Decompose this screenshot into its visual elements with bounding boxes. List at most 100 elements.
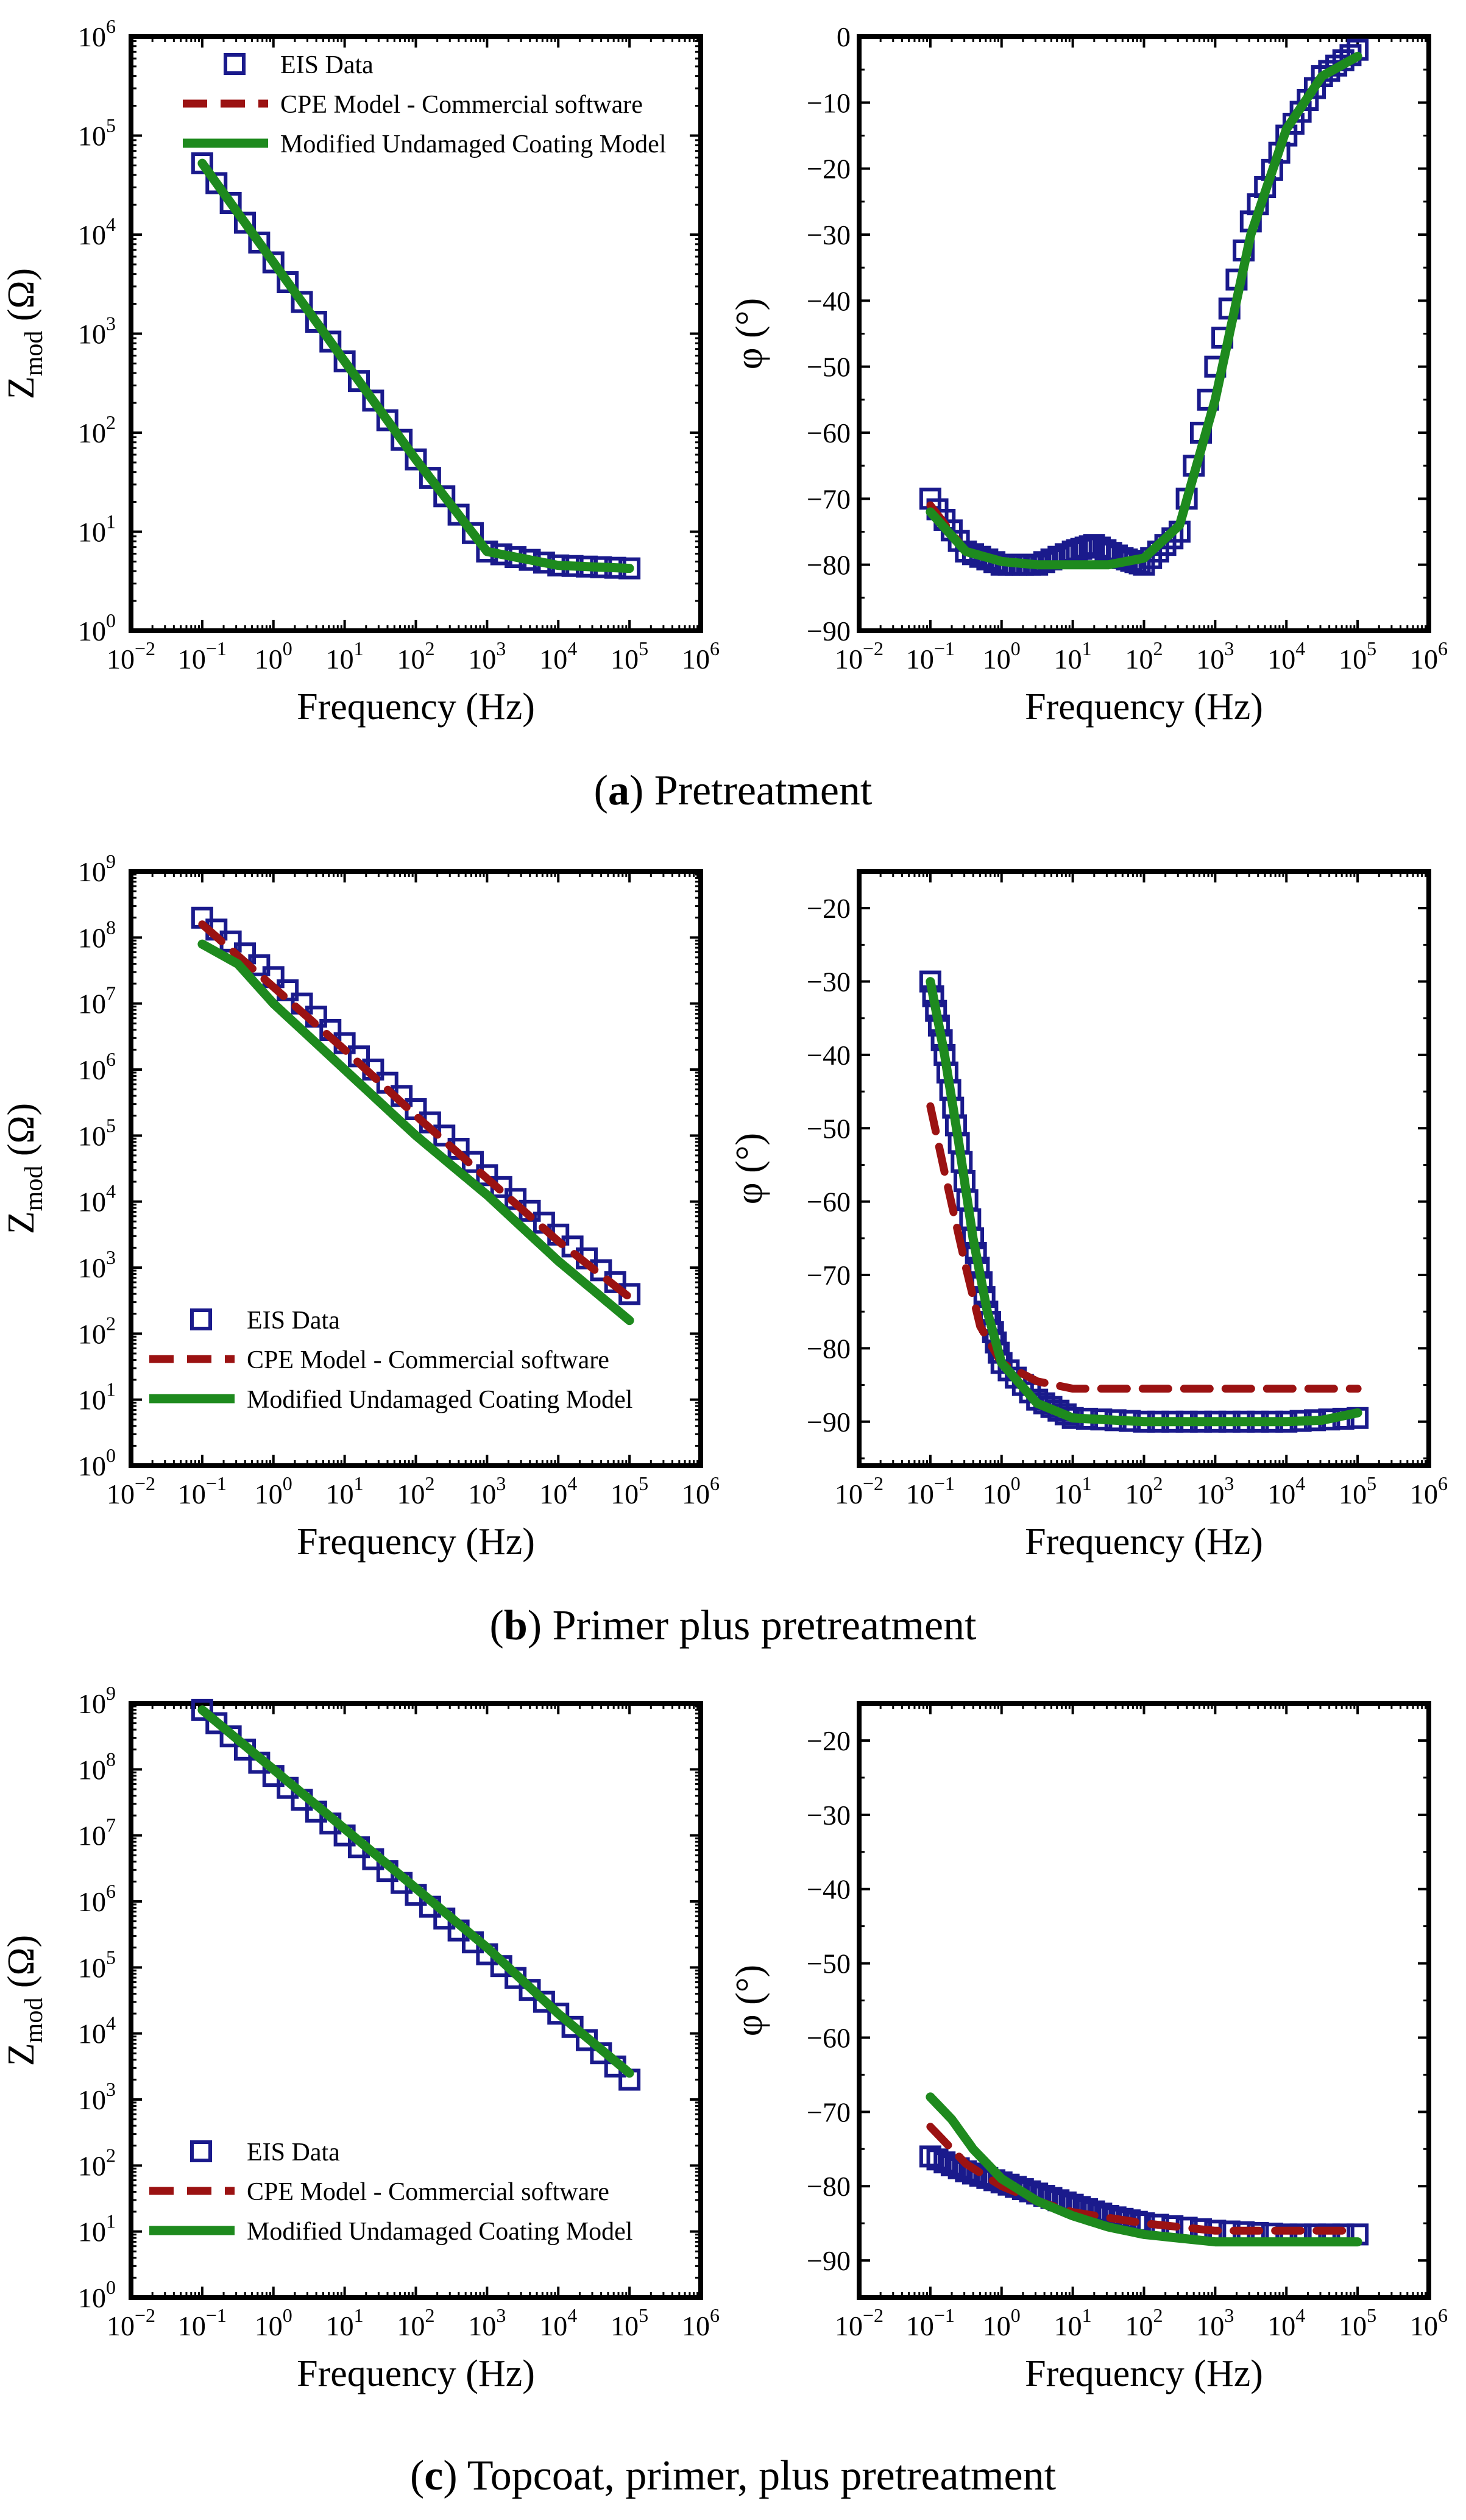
panel-a-impedance-modified-model-line <box>197 158 634 573</box>
y-tick-label: −70 <box>807 483 851 514</box>
eis-data-point <box>262 251 285 274</box>
panel-b-phase-eis-markers <box>919 970 1369 1433</box>
plot-frame <box>857 1701 1431 2300</box>
y-tick-label: 106 <box>78 1048 116 1085</box>
eis-data-point <box>391 428 413 451</box>
y-tick-label: −80 <box>807 1333 851 1364</box>
eis-data-point <box>561 2015 584 2038</box>
x-tick-label: 104 <box>1267 2304 1305 2341</box>
x-axis-title: Frequency (Hz) <box>1025 686 1263 728</box>
x-tick-label: 106 <box>1410 637 1448 675</box>
x-tick-label: 102 <box>397 2304 435 2341</box>
x-tick-label: 10−1 <box>906 2304 955 2341</box>
x-axis-title: Frequency (Hz) <box>297 2353 535 2394</box>
panel-c-impedance-legend: EIS Data CPE Model - Commercial software M… <box>149 2138 632 2246</box>
panel-caption-a: (a) Pretreatment <box>594 767 873 814</box>
eis-data-point <box>248 232 271 254</box>
y-tick-label: −20 <box>807 154 851 185</box>
y-tick-label: 108 <box>78 1748 116 1785</box>
x-tick-label: 106 <box>682 1472 720 1510</box>
x-tick-label: 103 <box>1196 637 1234 675</box>
x-tick-label: 106 <box>1410 1472 1448 1510</box>
eis-data-point <box>926 2148 949 2171</box>
plot-frame <box>129 34 703 633</box>
panel-a-impedance-legend: EIS Data CPE Model - Commercial software M… <box>183 51 666 158</box>
y-tick-label: −50 <box>807 1948 851 1979</box>
x-tick-label: 102 <box>397 1472 435 1510</box>
panel-b-impedance-cpe-model-line <box>198 920 634 1302</box>
y-axis-title: Zmod (Ω) <box>1 1103 48 1234</box>
y-tick-label: 100 <box>78 2276 116 2313</box>
plot-frame <box>129 869 703 1468</box>
eis-data-point <box>447 503 470 526</box>
x-tick-label: 101 <box>326 2304 364 2341</box>
y-tick-label: 107 <box>78 1814 116 1851</box>
panel-c-phase-modified-model-line <box>926 2092 1362 2247</box>
y-axis-title: φ (°) <box>729 1133 770 1204</box>
legend-label: CPE Model - Commercial software <box>280 91 643 119</box>
y-tick-label: 109 <box>78 1682 116 1719</box>
x-tick-label: 106 <box>1410 2304 1448 2341</box>
x-tick-label: 106 <box>682 2304 720 2341</box>
y-tick-label: −60 <box>807 2022 851 2053</box>
eis-data-point <box>933 2151 956 2174</box>
y-tick-label: −80 <box>807 550 851 581</box>
legend-eis-marker <box>190 2140 212 2162</box>
eis-data-point <box>940 2154 963 2177</box>
legend-label: EIS Data <box>247 1307 340 1335</box>
x-axis-title: Frequency (Hz) <box>1025 2353 1263 2394</box>
panel-a-phase-eis-markers <box>919 38 1369 576</box>
eis-data-point <box>205 1712 228 1734</box>
x-tick-label: 10−1 <box>178 2304 227 2341</box>
eis-data-point <box>191 152 213 174</box>
legend-eis-marker <box>190 1308 212 1330</box>
y-axis-title: Zmod (Ω) <box>1 1935 48 2066</box>
eis-data-point <box>405 448 427 470</box>
eis-data-point <box>219 192 242 214</box>
eis-data-point <box>969 2165 991 2187</box>
y-tick-label: 104 <box>78 1180 116 1218</box>
y-tick-label: −30 <box>807 967 851 998</box>
y-tick-label: 104 <box>78 2012 116 2050</box>
x-tick-label: 101 <box>1054 1472 1092 1510</box>
y-tick-label: −10 <box>807 87 851 118</box>
y-tick-label: −90 <box>807 1407 851 1438</box>
panel-b-impedance-axes: 10−2 10−1 100 101 102 103 104 105 106 100 101 102 10… <box>1 850 720 1563</box>
x-tick-label: 104 <box>539 2304 577 2341</box>
x-tick-label: 105 <box>1339 1472 1376 1510</box>
eis-data-point <box>419 467 441 489</box>
legend-label: CPE Model - Commercial software <box>247 2178 609 2206</box>
legend-label: Modified Undamaged Coating Model <box>247 2218 632 2246</box>
panel-b-phase-axes: 10−2 10−1 100 101 102 103 104 105 106 −20 −30 −40 −5… <box>729 869 1448 1563</box>
legend-label: CPE Model - Commercial software <box>247 1346 609 1374</box>
y-tick-label: −40 <box>807 1040 851 1071</box>
panel-a-impedance-cpe-model-line <box>198 159 634 573</box>
x-tick-label: 105 <box>611 637 648 675</box>
panel-b-impedance-legend: EIS Data CPE Model - Commercial software M… <box>149 1307 632 1414</box>
x-tick-label: 101 <box>326 637 364 675</box>
eis-data-point <box>319 330 342 353</box>
x-tick-label: 10−1 <box>906 637 955 675</box>
x-tick-label: 104 <box>539 637 577 675</box>
x-tick-label: 105 <box>1339 2304 1376 2341</box>
y-tick-label: −30 <box>807 1800 851 1831</box>
y-tick-label: −70 <box>807 2096 851 2128</box>
x-tick-label: 102 <box>1125 637 1163 675</box>
eis-data-point <box>376 409 398 431</box>
panel-b-impedance-modified-model-line <box>197 939 634 1326</box>
y-axis-title: φ (°) <box>729 1965 770 2036</box>
panel-caption-b: (b) Primer plus pretreatment <box>490 1602 977 1649</box>
eis-data-point <box>291 291 313 313</box>
panel-c-phase-axes: 10−2 10−1 100 101 102 103 104 105 106 −20 −30 −40 −5… <box>729 1701 1448 2394</box>
x-tick-label: 102 <box>397 637 435 675</box>
legend-label: EIS Data <box>280 51 374 79</box>
y-tick-label: 103 <box>78 2078 116 2115</box>
y-tick-label: 106 <box>78 15 116 52</box>
panel-c-impedance-modified-model-line <box>197 1705 634 2078</box>
panel-a-phase-axes: 10−2 10−1 100 101 102 103 104 105 1060−10−20−30−… <box>729 21 1448 728</box>
panel-caption-c: (c) Topcoat, primer, plus pretreatment <box>410 2452 1057 2499</box>
y-tick-label: −20 <box>807 893 851 924</box>
x-tick-label: 105 <box>1339 637 1376 675</box>
x-tick-label: 10−1 <box>178 637 227 675</box>
y-tick-label: −20 <box>807 1725 851 1756</box>
